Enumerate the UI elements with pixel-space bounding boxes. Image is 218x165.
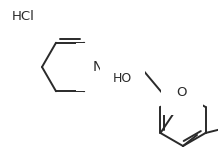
Text: HO: HO bbox=[113, 72, 132, 85]
Text: N: N bbox=[93, 60, 103, 74]
Text: HCl: HCl bbox=[12, 11, 35, 23]
Text: O: O bbox=[176, 86, 187, 99]
